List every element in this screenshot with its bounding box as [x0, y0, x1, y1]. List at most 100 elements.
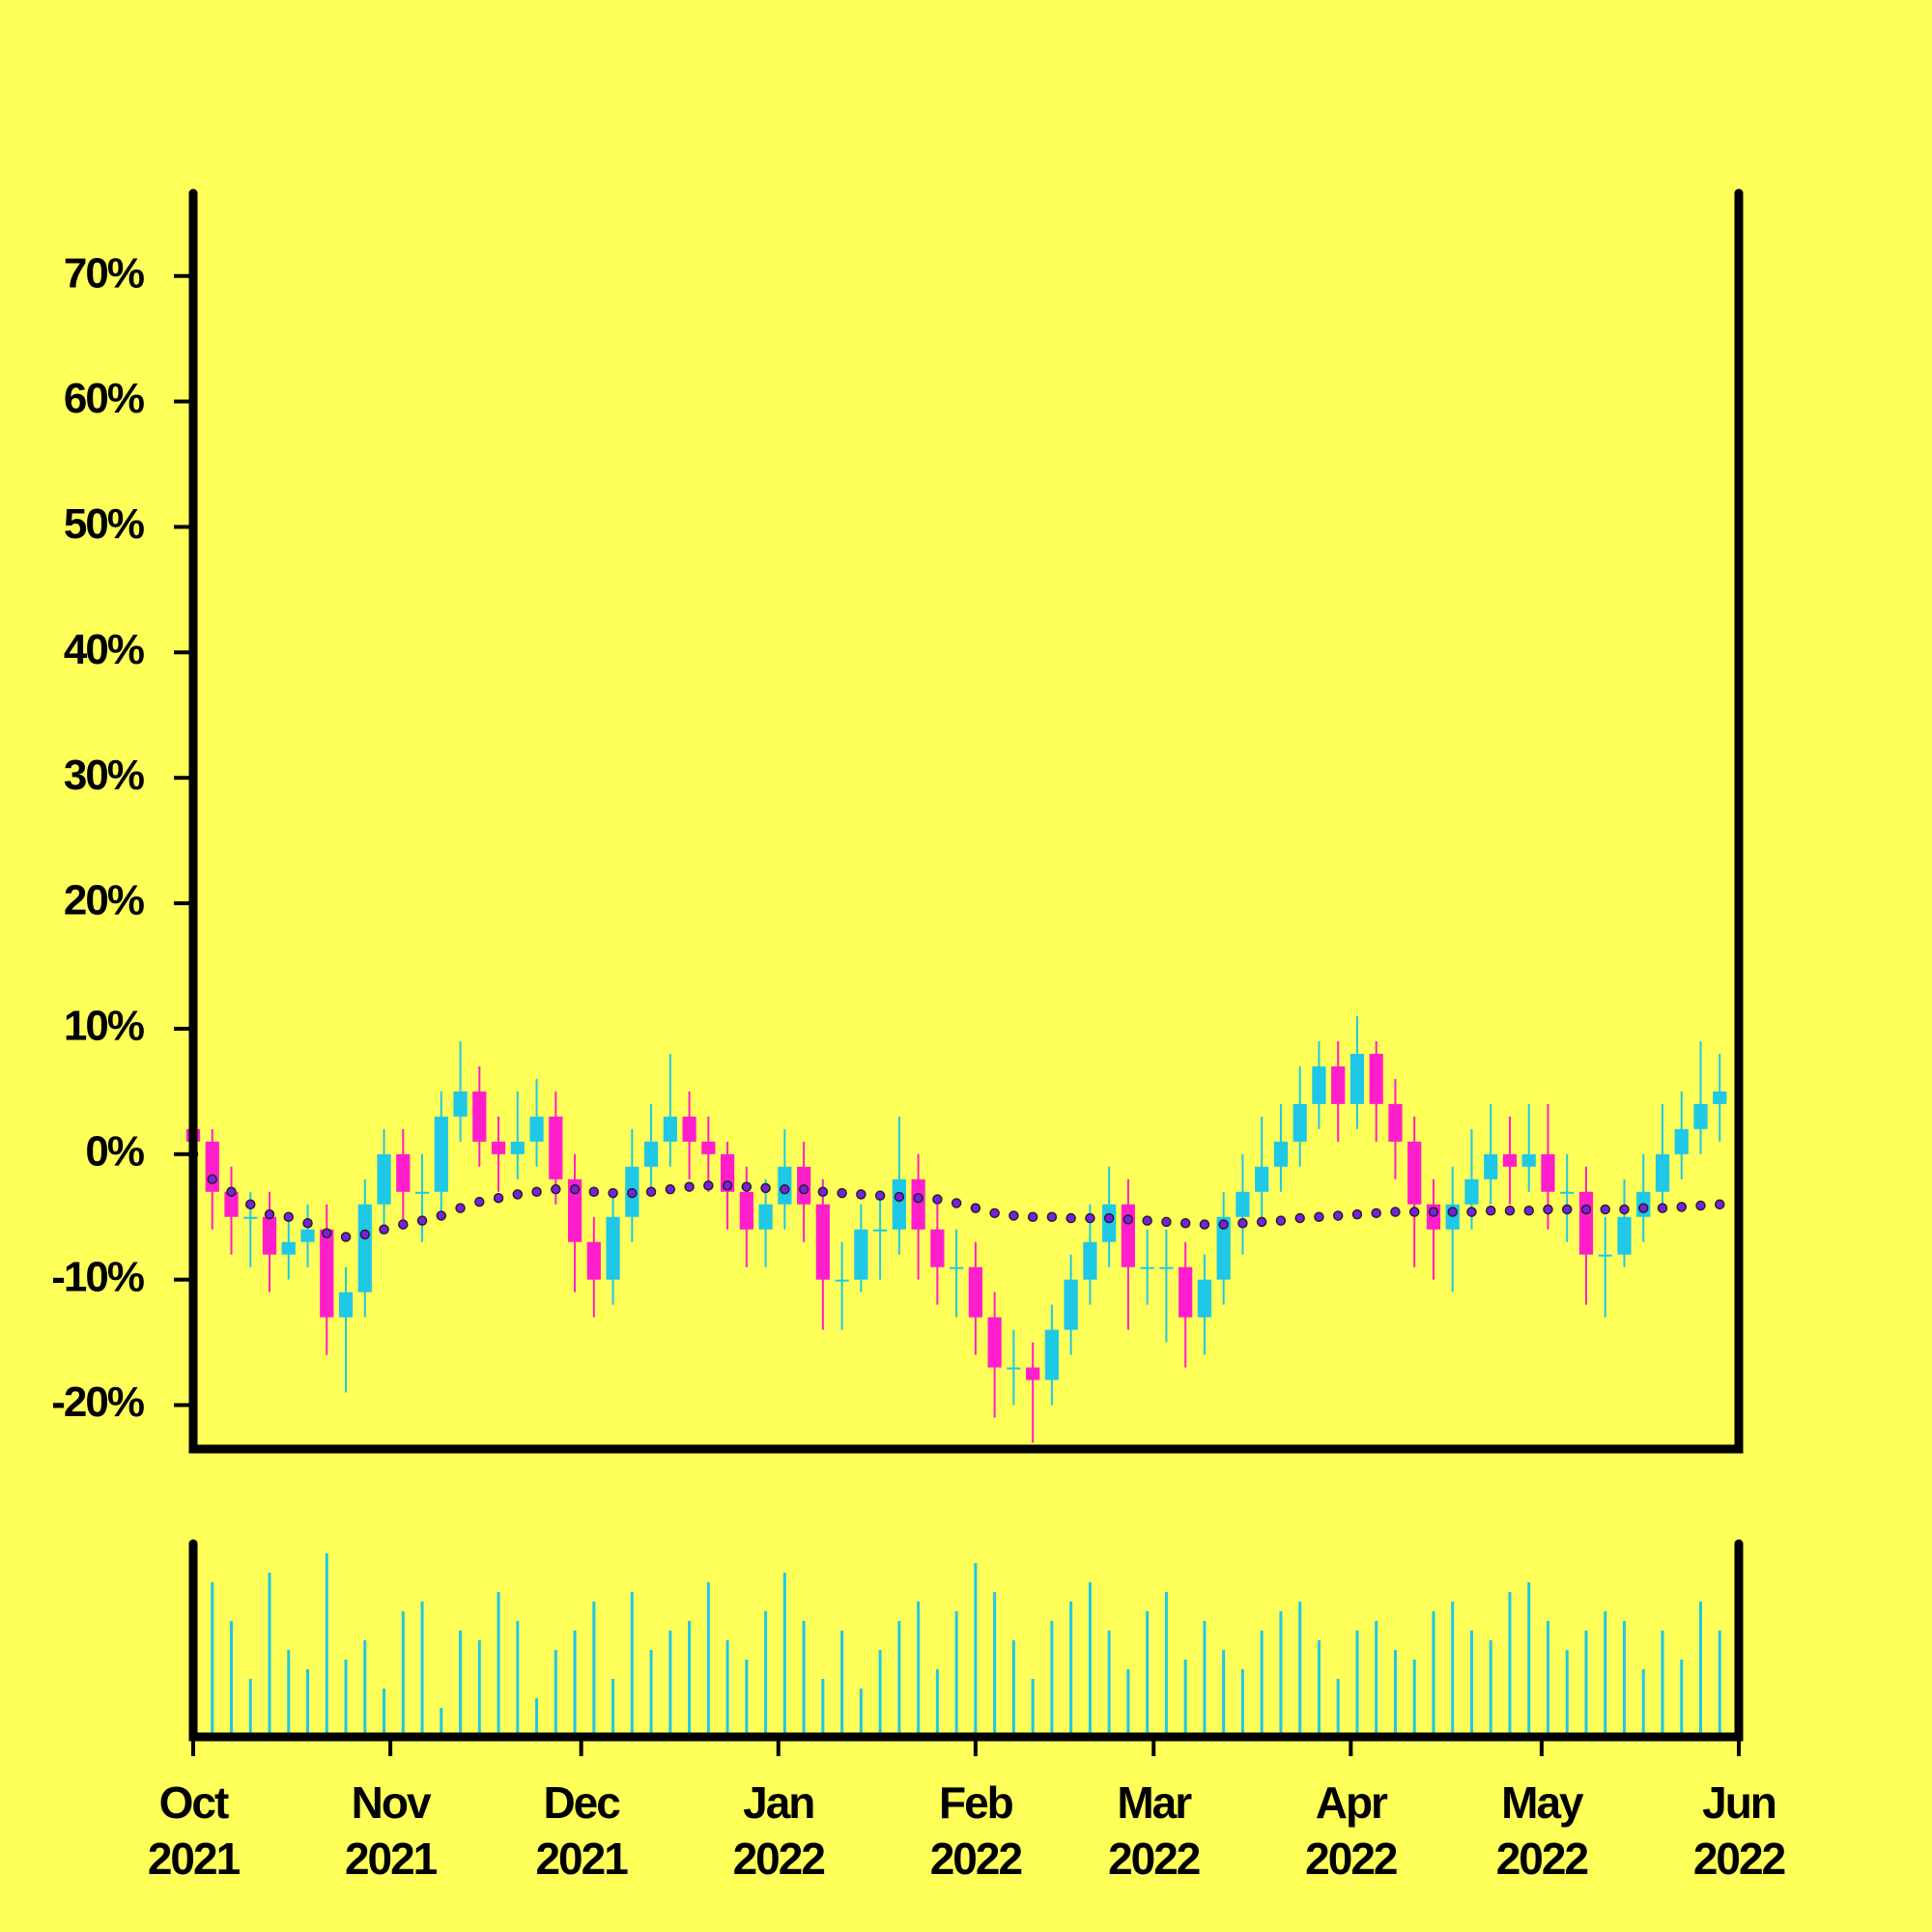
volume-bar	[459, 1631, 463, 1737]
y-tick-label: 50%	[64, 500, 144, 548]
y-tick-label: 0%	[85, 1127, 143, 1175]
x-tick-label: Apr 2022	[1305, 1777, 1397, 1884]
candle-body	[1044, 1329, 1059, 1380]
candle-body	[377, 1153, 391, 1205]
candle-body	[930, 1229, 945, 1267]
volume-bar	[1432, 1611, 1435, 1737]
volume-bar	[1240, 1669, 1244, 1737]
moving-average-point	[1485, 1205, 1496, 1216]
moving-average-point	[416, 1215, 428, 1226]
x-tick-label-line: 2022	[733, 1833, 825, 1884]
candle-body	[1578, 1191, 1594, 1255]
candle-body	[1655, 1153, 1670, 1192]
volume-bar	[1164, 1592, 1168, 1737]
candle-body	[1521, 1153, 1536, 1167]
y-tick-label: 30%	[64, 752, 144, 799]
volume-bar	[897, 1621, 901, 1737]
moving-average-point	[684, 1181, 695, 1192]
volume-bar	[440, 1708, 443, 1737]
candle-body	[567, 1179, 582, 1242]
candle-body	[701, 1141, 716, 1154]
moving-average-point	[665, 1183, 676, 1195]
x-tick-label-line: 2022	[1108, 1833, 1200, 1884]
volume-bar	[688, 1621, 692, 1737]
moving-average-point	[474, 1196, 485, 1208]
volume-bar	[1718, 1631, 1721, 1737]
volume-bar	[230, 1621, 234, 1737]
candle-body	[453, 1091, 468, 1117]
volume-bar	[1641, 1669, 1645, 1737]
volume-bar	[248, 1679, 252, 1737]
moving-average-point	[741, 1181, 753, 1192]
moving-average-point	[569, 1183, 581, 1195]
volume-bar	[1661, 1631, 1664, 1737]
moving-average-point	[1676, 1202, 1687, 1212]
candle-body	[1293, 1103, 1307, 1142]
candle-body	[606, 1216, 620, 1280]
candle-body	[758, 1204, 773, 1230]
volume-bar	[1317, 1640, 1321, 1737]
moving-average-point	[1714, 1199, 1725, 1210]
moving-average-point	[207, 1174, 218, 1185]
x-tick-label: Dec 2021	[535, 1777, 628, 1884]
candle-body	[663, 1116, 677, 1142]
moving-average-point	[608, 1187, 618, 1199]
candle-body	[224, 1191, 239, 1217]
moving-average-point	[1428, 1207, 1439, 1217]
volume-bar	[1604, 1611, 1607, 1737]
moving-average-point	[989, 1208, 1000, 1219]
volume-bar	[1393, 1650, 1397, 1737]
moving-average-point	[1695, 1200, 1706, 1211]
moving-average-point	[1046, 1211, 1058, 1222]
x-tick-label-line: Jan	[743, 1777, 813, 1828]
volume-bar	[383, 1689, 386, 1737]
candle-body	[835, 1279, 849, 1282]
moving-average-point	[645, 1186, 657, 1198]
moving-average-point	[1085, 1212, 1095, 1224]
volume-bar	[630, 1592, 634, 1737]
volume-bar	[993, 1592, 997, 1737]
volume-bar	[745, 1660, 749, 1737]
volume-bar	[1279, 1611, 1283, 1737]
candle-body	[1331, 1065, 1346, 1104]
candle-body	[1179, 1266, 1193, 1318]
volume-bar	[878, 1650, 882, 1737]
candle-body	[854, 1229, 868, 1280]
y-tick-label: -10%	[51, 1253, 144, 1300]
moving-average-point	[837, 1187, 847, 1199]
candle-body	[320, 1229, 334, 1318]
volume-bar	[363, 1640, 367, 1737]
moving-average-point	[1408, 1207, 1420, 1217]
moving-average-point	[1161, 1216, 1172, 1228]
candle-body	[1713, 1091, 1727, 1104]
candle-body	[1502, 1153, 1518, 1167]
x-tick-label: Mar 2022	[1108, 1777, 1200, 1884]
moving-average-point	[1619, 1204, 1630, 1215]
moving-average-point	[1179, 1217, 1191, 1229]
candle-body	[1407, 1141, 1422, 1205]
moving-average-point	[760, 1182, 771, 1194]
candle-body	[357, 1204, 372, 1293]
volume-bar	[1622, 1621, 1626, 1737]
candle-body	[1350, 1053, 1365, 1104]
moving-average-point	[322, 1228, 332, 1238]
volume-bar	[1069, 1602, 1073, 1737]
moving-average-point	[1447, 1207, 1458, 1217]
candle-body	[1464, 1179, 1479, 1205]
moving-average-point	[703, 1180, 714, 1191]
moving-average-point	[1009, 1210, 1019, 1221]
moving-average-point	[493, 1193, 504, 1204]
volume-bar	[554, 1650, 557, 1737]
candle-body	[1484, 1153, 1498, 1179]
moving-average-point	[1294, 1212, 1305, 1224]
moving-average-point	[1543, 1204, 1553, 1215]
x-tick-label-line: 2021	[345, 1833, 438, 1884]
volume-bar	[1222, 1650, 1226, 1737]
x-tick-label-line: Feb	[939, 1777, 1013, 1828]
volume-bar	[1126, 1669, 1130, 1737]
candle-body	[1216, 1216, 1231, 1280]
candle-body	[1273, 1141, 1289, 1167]
volume-bar	[287, 1650, 291, 1737]
